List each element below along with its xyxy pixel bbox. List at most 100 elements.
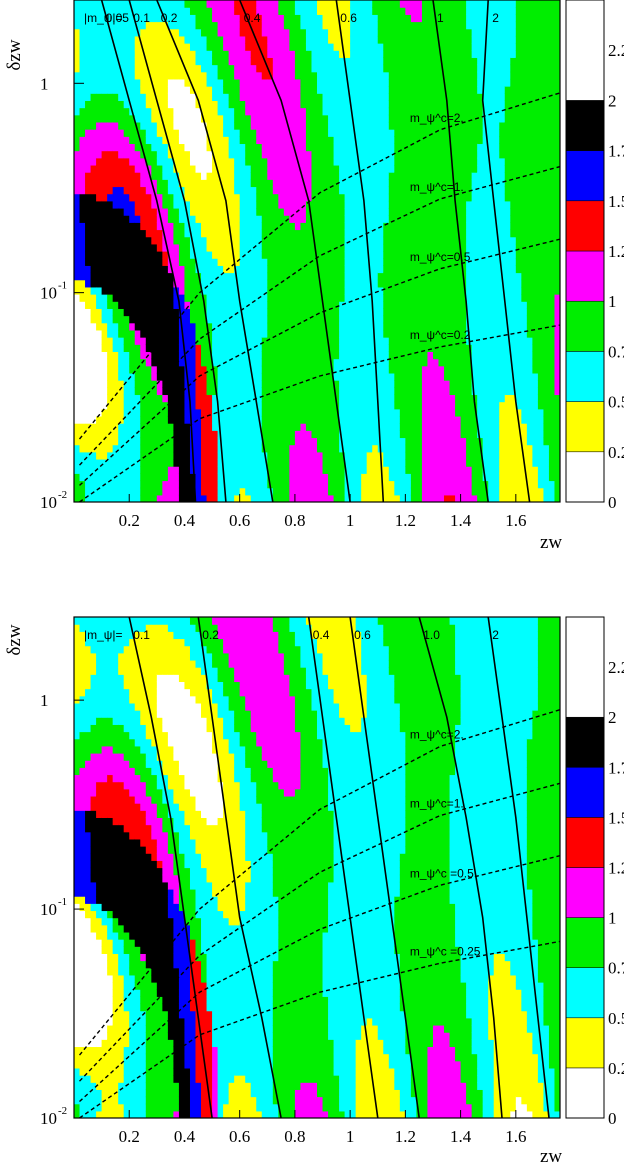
heatmap-cell [344,129,351,137]
heatmap-cell [112,272,119,281]
heatmap-cell [167,200,175,209]
heatmap-cell [344,337,351,345]
heatmap-cell [416,86,423,94]
heatmap-cell [394,107,401,116]
heatmap-cell [212,372,219,381]
heatmap-cell [206,121,213,130]
heatmap-cell [201,308,208,317]
heatmap-cell [383,423,390,431]
heatmap-cell [300,337,307,345]
heatmap-cell [107,14,114,23]
heatmap-cell [234,387,241,396]
heatmap-cell [361,222,368,231]
heatmap-cell [427,423,434,431]
heatmap-cell [305,487,313,496]
heatmap-cell [355,480,362,489]
heatmap-cell [151,380,158,388]
heatmap-cell [85,21,92,30]
heatmap-cell [173,408,180,417]
heatmap-cell [195,0,202,8]
heatmap-cell [184,50,191,58]
heatmap-cell [96,136,103,145]
heatmap-cell [256,28,263,37]
heatmap-cell [278,236,285,245]
heatmap-cell [206,387,213,396]
heatmap-cell [156,136,163,145]
heatmap-cell [162,215,169,223]
heatmap-cell [134,444,141,453]
heatmap-cell [405,258,412,266]
heatmap-cell [173,129,180,137]
heatmap-cell [96,401,103,410]
heatmap-cell [388,258,395,266]
heatmap-cell [234,251,241,259]
heatmap-cell [112,200,119,209]
heatmap-cell [438,265,445,274]
heatmap-cell [444,200,451,209]
heatmap-cell [206,164,213,173]
heatmap-cell [212,215,219,223]
heatmap-cell [311,337,318,345]
heatmap-cell [388,458,395,467]
heatmap-cell [272,466,279,474]
heatmap-cell [416,358,423,367]
heatmap-cell [145,207,152,216]
heatmap-cell [311,164,318,173]
heatmap-cell [311,380,318,388]
heatmap-cell [212,279,219,288]
heatmap-cell [300,372,307,381]
heatmap-cell [388,394,395,403]
heatmap-cell [140,466,147,474]
heatmap-cell [272,365,279,374]
heatmap-cell [405,444,412,453]
heatmap-cell [317,351,324,360]
heatmap-cell [350,107,357,116]
heatmap-cell [85,322,92,331]
heatmap-cell [444,423,451,431]
heatmap-cell [294,279,302,288]
heatmap-cell [399,186,406,195]
heatmap-cell [377,164,384,173]
heatmap-cell [107,64,114,73]
heatmap-cell [317,14,324,23]
heatmap-cell [405,480,412,489]
heatmap-cell [79,50,86,58]
heatmap-cell [372,265,379,274]
heatmap-cell [383,136,390,145]
heatmap-cell [294,480,302,489]
heatmap-cell [438,387,445,396]
heatmap-cell [289,351,296,360]
heatmap-cell [212,480,219,489]
heatmap-cell [355,430,362,439]
heatmap-cell [261,157,268,166]
heatmap-cell [328,107,335,116]
heatmap-cell [256,222,263,231]
heatmap-cell [289,35,296,44]
heatmap-cell [162,229,169,238]
heatmap-cell [466,372,473,381]
heatmap-cell [234,258,241,266]
heatmap-cell [344,200,351,209]
heatmap-cell [372,480,379,489]
heatmap-cell [394,286,401,295]
heatmap-cell [234,437,241,446]
heatmap-cell [234,100,241,109]
heatmap-cell [107,394,114,403]
heatmap-cell [300,294,307,302]
heatmap-cell [118,415,125,424]
heatmap-cell [283,394,290,403]
heatmap-cell [79,107,86,116]
heatmap-cell [195,229,202,238]
heatmap-cell [201,93,208,101]
heatmap-cell [449,329,456,338]
heatmap-cell [85,351,92,360]
heatmap-cell [112,451,119,460]
heatmap-cell [261,200,268,209]
heatmap-cell [394,243,401,252]
heatmap-cell [272,301,279,309]
heatmap-cell [206,272,213,281]
heatmap-cell [333,423,340,431]
heatmap-cell [388,315,395,324]
heatmap-cell [466,344,473,352]
heatmap-cell [223,21,230,30]
